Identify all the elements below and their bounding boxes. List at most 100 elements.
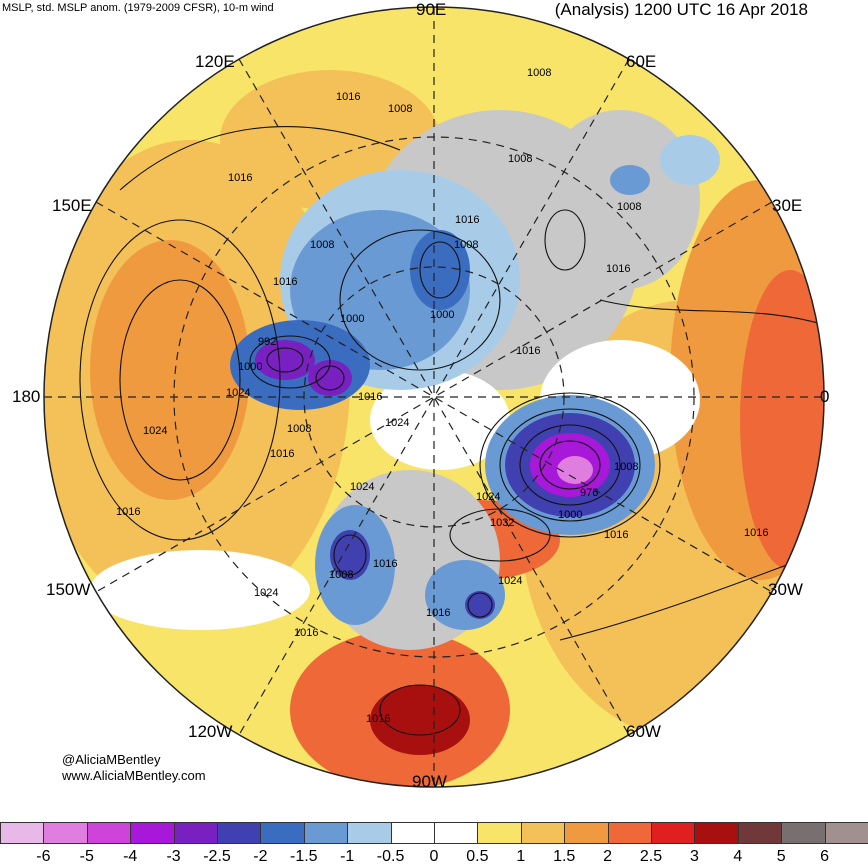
isobar-label: 1000 <box>430 309 454 321</box>
anomaly-neg-bering-core2 <box>308 360 352 396</box>
lon-label-120w: 120W <box>188 722 233 741</box>
anomaly-neutral-arctic <box>370 370 510 470</box>
isobar-label: 1008 <box>287 423 311 435</box>
colorbar-swatch <box>607 822 652 844</box>
credit-website: www.AliciaMBentley.com <box>62 768 206 783</box>
isobar-label: 1024 <box>476 491 500 503</box>
anomaly-neg-nw-europe <box>610 165 650 195</box>
colorbar-swatch <box>651 822 696 844</box>
isobar-label: 1016 <box>366 713 390 725</box>
colorbar-swatch <box>477 822 522 844</box>
anomaly-pos-pacific-core <box>90 240 250 500</box>
isobar-label: 1000 <box>558 509 582 521</box>
map-title: (Analysis) 1200 UTC 16 Apr 2018 <box>554 0 808 19</box>
colorbar-label: 1 <box>516 848 526 865</box>
colorbar-label: -6 <box>36 848 51 865</box>
colorbar-label: -2.5 <box>203 848 231 865</box>
colorbar-label: 1.5 <box>553 848 576 865</box>
lon-label-60e: 60E <box>626 52 657 71</box>
colorbar-swatch <box>173 822 218 844</box>
colorbar-swatch <box>347 822 392 844</box>
colorbar-label: -5 <box>79 848 94 865</box>
isobar-label: 992 <box>258 336 276 348</box>
isobar-label: 1008 <box>310 239 334 251</box>
map-subtitle: MSLP, std. MSLP anom. (1979-2009 CFSR), … <box>2 2 274 14</box>
colorbar-swatch <box>434 822 479 844</box>
isobar-label: 1032 <box>490 517 514 529</box>
colorbar-swatch <box>781 822 826 844</box>
anomaly-neutral-pacific <box>90 550 310 630</box>
isobar-label: 1024 <box>350 481 374 493</box>
colorbar: -6 -5 -4 -3 -2.5 -2 -1.5 -1 -0.5 0 0.5 1 1.5 2 2.5 3 4 5 6 <box>0 822 868 865</box>
credit-handle: @AliciaMBentley <box>62 752 161 767</box>
colorbar-swatch <box>260 822 305 844</box>
lon-label-90e: 90E <box>416 0 447 19</box>
colorbar-label: 0.5 <box>466 848 489 865</box>
colorbar-swatch <box>737 822 783 844</box>
isobar-label: 1008 <box>617 201 641 213</box>
colorbar-swatch <box>0 822 45 844</box>
colorbar-swatch <box>390 822 435 844</box>
anomaly-pos-mexico-core <box>370 685 470 755</box>
isobar-label: 1008 <box>329 569 353 581</box>
lon-label-0: 0 <box>820 387 830 406</box>
lon-label-180: 180 <box>12 387 41 406</box>
lat-lon-grid <box>44 7 824 787</box>
isobar-label: 1008 <box>454 239 478 251</box>
isobar-label: 1008 <box>388 103 412 115</box>
anomaly-neg-bering-core <box>255 340 315 380</box>
lon-label-30w: 30W <box>768 580 803 599</box>
colorbar-swatch <box>564 822 609 844</box>
isobar-label: 1008 <box>508 153 532 165</box>
lon-label-60w: 60W <box>626 722 661 741</box>
isobar-label: 1000 <box>238 361 262 373</box>
colorbar-swatch <box>43 822 88 844</box>
isobar-label: 1016 <box>426 607 450 619</box>
colorbar-label: 6 <box>820 848 830 865</box>
isobar-label: 1024 <box>498 575 522 587</box>
isobar-label: 1024 <box>254 587 278 599</box>
isobar-label: 1016 <box>516 345 540 357</box>
colorbar-label: -0.5 <box>376 848 405 865</box>
isobar-label: 1000 <box>340 313 364 325</box>
colorbar-label: 3 <box>689 848 699 865</box>
anomaly-neg-hudson <box>425 560 505 630</box>
lon-label-120e: 120E <box>195 52 235 71</box>
isobar-label: 1016 <box>336 91 360 103</box>
colorbar-label: -1 <box>340 848 355 865</box>
colorbar-swatch <box>130 822 175 844</box>
colorbar-label: 5 <box>776 848 786 865</box>
lon-label-30e: 30E <box>772 196 803 215</box>
isobar-label: 1016 <box>744 527 768 539</box>
colorbar-swatch <box>824 822 868 844</box>
colorbar-label: 4 <box>733 848 743 865</box>
colorbar-swatch <box>217 822 262 844</box>
isobar-label: 1016 <box>228 172 252 184</box>
colorbar-label: -4 <box>123 848 138 865</box>
isobar-label: 1008 <box>614 461 638 473</box>
colorbar-swatch <box>86 822 132 844</box>
anomaly-neg-atlantic-center <box>557 456 593 484</box>
lon-label-90w: 90W <box>412 772 447 791</box>
isobar-label: 1016 <box>273 276 297 288</box>
colorbar-label: 2 <box>603 848 613 865</box>
colorbar-label: -2 <box>253 848 268 865</box>
isobar-label: 1016 <box>358 391 382 403</box>
anomaly-neg-hudson-core <box>465 591 495 619</box>
isobar-contours <box>79 126 824 736</box>
isobar-label: 1016 <box>294 627 318 639</box>
anomaly-neg-scandinavia <box>660 135 720 185</box>
colorbar-label: -1.5 <box>290 848 318 865</box>
anomaly-neg-canada-core <box>330 530 370 580</box>
polar-map: 1008 1008 1016 1008 1016 1016 1008 1008 … <box>43 6 825 788</box>
colorbar-swatch <box>694 822 739 844</box>
isobar-label: 1016 <box>606 263 630 275</box>
isobar-label: 1024 <box>226 387 250 399</box>
isobar-label: 1016 <box>604 529 628 541</box>
isobar-label: 1016 <box>373 558 397 570</box>
isobar-label: 1016 <box>116 506 140 518</box>
isobar-label: 1024 <box>385 417 409 429</box>
lon-label-150w: 150W <box>46 580 91 599</box>
colorbar-label: 2.5 <box>639 848 663 865</box>
isobar-label: 1024 <box>143 425 167 437</box>
